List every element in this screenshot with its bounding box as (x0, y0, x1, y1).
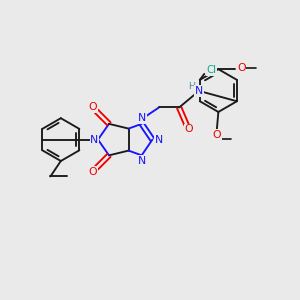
Text: O: O (88, 167, 97, 177)
Text: O: O (213, 130, 221, 140)
Text: N: N (138, 156, 146, 166)
Text: N: N (90, 135, 98, 145)
Text: N: N (155, 135, 163, 145)
Text: N: N (195, 86, 203, 96)
Text: O: O (237, 63, 246, 73)
Text: H: H (188, 82, 195, 91)
Text: O: O (184, 124, 193, 134)
Text: N: N (138, 113, 146, 124)
Text: Cl: Cl (207, 65, 217, 75)
Text: O: O (88, 102, 97, 112)
